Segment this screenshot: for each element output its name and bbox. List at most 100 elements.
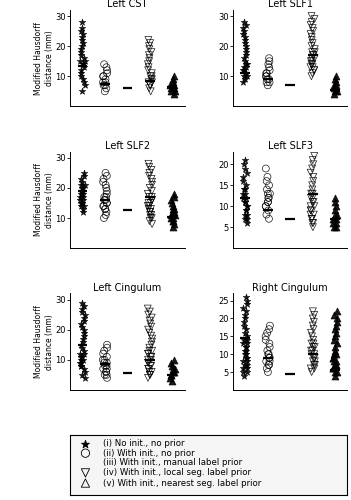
Point [81, 356, 86, 364]
Point [125, 211, 131, 219]
Point [168, 374, 173, 382]
Point [310, 70, 315, 78]
Point [82, 172, 87, 180]
Point [149, 193, 155, 201]
Point [264, 72, 269, 80]
Point [312, 15, 317, 23]
Point [171, 78, 176, 86]
Point [241, 186, 247, 194]
Point [103, 368, 109, 376]
Point [286, 375, 291, 383]
Point [123, 90, 128, 98]
Point [122, 214, 128, 222]
Point [145, 359, 151, 367]
Point [266, 76, 272, 84]
Point [146, 45, 152, 53]
Point [145, 350, 151, 358]
Point [309, 72, 314, 80]
Point [245, 358, 250, 366]
Point [169, 196, 174, 204]
Point [123, 211, 128, 219]
Point [267, 57, 272, 65]
Point [171, 217, 176, 225]
Point [334, 210, 340, 218]
Point [80, 76, 86, 84]
Point [103, 193, 109, 201]
Point [265, 76, 270, 84]
Point [308, 346, 314, 354]
Point [126, 88, 131, 96]
Point [102, 205, 108, 213]
Point [310, 308, 316, 316]
Point [263, 72, 269, 80]
Point [79, 371, 85, 379]
Point [286, 198, 292, 206]
Point [241, 194, 246, 202]
Point [335, 88, 340, 96]
Point [265, 346, 270, 354]
Point [333, 210, 338, 218]
Point [241, 72, 246, 80]
Point [104, 184, 109, 192]
Point [168, 88, 173, 96]
Point [149, 346, 155, 354]
Point [310, 346, 315, 354]
Point [147, 193, 152, 201]
Point [125, 205, 131, 213]
Point [242, 198, 247, 206]
Point [243, 70, 249, 78]
Point [289, 364, 294, 372]
Point [170, 214, 176, 222]
Title: Left SLF3: Left SLF3 [268, 141, 313, 151]
Point [243, 51, 249, 59]
Point [310, 219, 316, 227]
Point [309, 54, 315, 62]
Point [240, 190, 246, 198]
Point [79, 88, 85, 96]
Point [243, 194, 249, 202]
Point [308, 168, 313, 176]
Text: (i) No init., no prior: (i) No init., no prior [104, 439, 185, 448]
Point [147, 82, 153, 90]
Point [242, 198, 247, 206]
Point [241, 66, 247, 74]
Point [148, 332, 154, 340]
Point [309, 12, 314, 20]
Point [286, 198, 291, 206]
Point [333, 322, 338, 330]
Point [102, 82, 108, 90]
Point [79, 42, 85, 50]
Point [265, 173, 270, 181]
Point [79, 190, 84, 198]
Point [243, 156, 248, 164]
Point [242, 164, 247, 172]
Point [244, 48, 249, 56]
Point [286, 182, 292, 190]
Point [244, 332, 250, 340]
Point [149, 338, 155, 345]
Point [241, 372, 247, 380]
Point [332, 198, 338, 206]
Point [264, 78, 270, 86]
Point [310, 194, 316, 202]
Point [311, 318, 317, 326]
Point [312, 343, 318, 351]
Text: (iv) With init., local seg. label prior: (iv) With init., local seg. label prior [104, 468, 251, 477]
Point [310, 39, 316, 47]
Point [146, 172, 152, 180]
Point [145, 326, 151, 334]
Point [289, 76, 295, 84]
Point [146, 205, 151, 213]
Point [79, 33, 85, 41]
Point [242, 57, 248, 65]
Point [308, 21, 313, 29]
Point [334, 318, 339, 326]
Point [243, 308, 249, 316]
Point [170, 377, 175, 385]
Point [102, 78, 108, 86]
Point [243, 293, 249, 301]
Point [263, 164, 269, 172]
Point [244, 219, 250, 227]
Point [78, 359, 83, 367]
Point [334, 308, 340, 316]
